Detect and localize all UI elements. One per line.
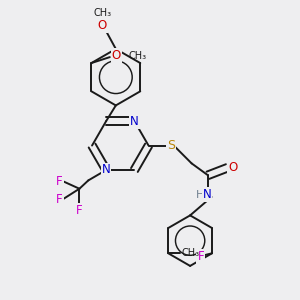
Text: N: N: [130, 115, 139, 128]
Text: S: S: [167, 139, 175, 152]
Text: CH₃: CH₃: [182, 248, 200, 258]
Text: O: O: [112, 49, 121, 62]
Text: F: F: [56, 175, 63, 188]
Text: F: F: [197, 250, 204, 263]
Text: N: N: [102, 164, 110, 176]
Text: CH₃: CH₃: [93, 8, 112, 18]
Text: CH₃: CH₃: [128, 51, 146, 61]
Text: H: H: [195, 190, 204, 200]
Text: F: F: [56, 193, 63, 206]
Text: O: O: [98, 19, 107, 32]
Text: F: F: [76, 204, 83, 217]
Text: N: N: [203, 188, 212, 201]
Text: O: O: [228, 161, 237, 174]
